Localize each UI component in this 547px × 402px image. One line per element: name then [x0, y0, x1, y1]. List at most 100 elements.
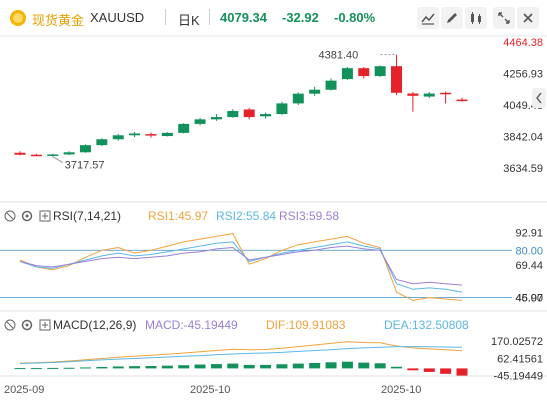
- hide-icon[interactable]: [4, 319, 16, 331]
- price-axis-label: 3634.59: [503, 163, 543, 175]
- draw-button[interactable]: [441, 7, 463, 29]
- price-axis-label: 3842.04: [503, 131, 543, 143]
- macd-histogram-bar: [341, 361, 353, 369]
- expand-icon: [498, 12, 510, 24]
- macd-histogram-bar: [440, 368, 452, 374]
- macd-histogram-bar: [260, 364, 272, 369]
- macd-histogram-bar: [14, 368, 26, 370]
- price-change: -32.92: [282, 10, 319, 25]
- candle-body: [292, 93, 304, 104]
- dea-value: DEA:132.50808: [384, 318, 469, 332]
- expand-button[interactable]: [493, 7, 515, 29]
- candle-body: [276, 103, 288, 115]
- last-price: 4079.34: [220, 10, 267, 25]
- draw-icon: [447, 13, 457, 23]
- macd-histogram-bar: [145, 366, 157, 369]
- macd-pane: [14, 341, 468, 376]
- collapse-icon[interactable]: [39, 210, 51, 222]
- candle-body: [178, 123, 190, 133]
- macd-histogram-bar: [112, 366, 124, 369]
- time-axis-label: 2025-10: [190, 384, 230, 396]
- period-selector[interactable]: 日K: [178, 13, 200, 28]
- collapse-panel-button[interactable]: [532, 88, 546, 108]
- macd-histogram-bar: [358, 362, 370, 369]
- price-change-pct: -0.80%: [334, 10, 376, 25]
- rsi1-value: RSI1:45.97: [148, 209, 209, 223]
- price-axis-label: 4256.93: [503, 69, 543, 81]
- macd-histogram-bar: [79, 367, 91, 369]
- candle-body: [391, 66, 403, 93]
- candle-body: [112, 135, 124, 140]
- candle-body: [325, 80, 337, 90]
- indicator-icon: [421, 13, 435, 25]
- candle-body: [243, 109, 255, 118]
- candle-type-icon: [471, 12, 481, 24]
- price-pane: 4381.40 3717.57: [14, 50, 468, 172]
- candle-body: [30, 154, 42, 157]
- candle-body: [260, 114, 272, 117]
- rsi3-line: [19, 245, 463, 286]
- macd-histogram-bar: [194, 364, 206, 369]
- macd-histogram-bar: [456, 368, 468, 376]
- chevron-left-icon: [536, 92, 542, 104]
- close-icon: [523, 13, 533, 23]
- candle-body: [210, 117, 222, 120]
- rsi-axis-label: 45.97: [515, 293, 543, 305]
- indicator-button[interactable]: [417, 7, 439, 29]
- candle-body: [456, 99, 468, 102]
- candle-body: [358, 68, 370, 77]
- candle-body: [63, 152, 75, 155]
- candle-type-button[interactable]: [465, 7, 487, 29]
- macd-histogram-bar: [276, 364, 288, 369]
- dif-value: DIF:109.91083: [266, 318, 346, 332]
- rsi-axis-label: 46.00: [515, 293, 543, 305]
- candle-body: [309, 89, 321, 94]
- gold-logo-icon: [10, 10, 26, 26]
- divider: [209, 9, 210, 25]
- candle-body: [440, 92, 452, 95]
- macd-title: MACD(12,26,9): [53, 318, 137, 332]
- candle-body: [374, 66, 386, 77]
- divider: [165, 9, 166, 25]
- candle-body: [145, 134, 157, 136]
- macd-histogram-bar: [161, 365, 173, 369]
- rsi-axis-label: 69.44: [515, 260, 543, 272]
- macd-axis-label: 170.02572: [491, 336, 543, 348]
- macd-histogram-bar: [243, 364, 255, 369]
- rsi3-value: RSI3:59.58: [279, 209, 340, 223]
- candle-body: [341, 68, 353, 80]
- hide-icon[interactable]: [4, 210, 16, 222]
- macd-histogram-bar: [47, 367, 59, 369]
- instrument-name: 现货黄金: [32, 13, 85, 28]
- candle-body: [96, 139, 108, 146]
- rsi-axis-label: 92.91: [515, 227, 543, 239]
- rsi2-line: [19, 241, 463, 293]
- chart-header: 现货黄金 XAUUSD 日K 4079.34 -32.92 -0.80%: [0, 0, 547, 36]
- collapse-icon[interactable]: [39, 319, 51, 331]
- rsi-pane: [0, 233, 512, 301]
- macd-value: MACD:-45.19449: [145, 318, 238, 332]
- macd-histogram-bar: [292, 363, 304, 369]
- candle-body: [129, 133, 141, 136]
- close-button[interactable]: [517, 7, 539, 29]
- candle-body: [227, 110, 239, 118]
- low-marker-line: [52, 156, 63, 163]
- candle-body: [407, 93, 419, 96]
- candle-body: [79, 145, 91, 153]
- low-price-label: 3717.57: [65, 160, 105, 172]
- candle-body: [423, 93, 435, 97]
- candle-body: [161, 132, 173, 137]
- macd-histogram-bar: [374, 363, 386, 369]
- gear-icon[interactable]: [21, 210, 33, 222]
- price-axis-label: 4464.38: [503, 37, 543, 49]
- rsi1-line: [19, 233, 463, 301]
- gear-icon[interactable]: [21, 319, 33, 331]
- candle-body: [14, 152, 26, 155]
- time-axis-label: 2025-09: [4, 384, 44, 396]
- candle-body: [194, 119, 206, 124]
- macd-histogram-bar: [423, 368, 435, 372]
- macd-histogram-bar: [391, 366, 403, 369]
- instrument-symbol: XAUUSD: [90, 10, 145, 25]
- macd-histogram-bar: [210, 364, 222, 369]
